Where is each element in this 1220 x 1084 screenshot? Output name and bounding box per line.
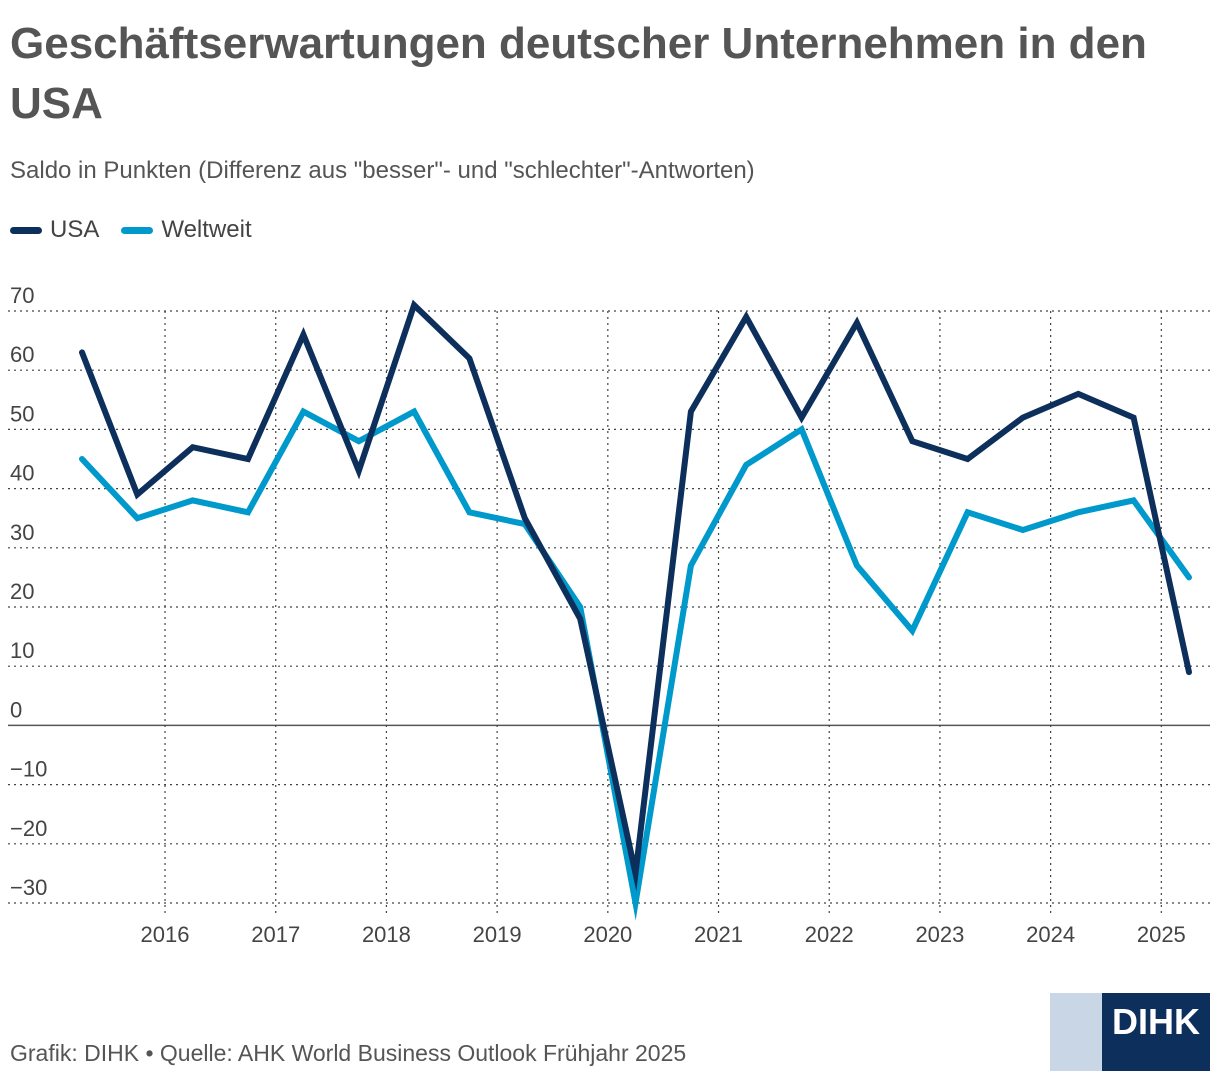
dihk-logo: DIHK (1050, 993, 1210, 1071)
y-tick-label: 10 (10, 638, 34, 663)
x-tick-label: 2022 (805, 922, 854, 947)
y-tick-label: −10 (10, 757, 47, 782)
y-tick-label: 40 (10, 461, 34, 486)
series (79, 299, 1192, 921)
legend-label-weltweit: Weltweit (161, 216, 252, 243)
logo-background-dark (1102, 993, 1210, 1071)
legend-item-usa: USA (10, 216, 99, 244)
x-tick-label: 2016 (141, 922, 190, 947)
y-tick-label: −20 (10, 816, 47, 841)
legend: USA Weltweit (10, 216, 252, 244)
x-tick-label: 2020 (583, 922, 632, 947)
chart-subtitle: Saldo in Punkten (Differenz aus "besser"… (10, 157, 755, 184)
y-tick-label: 20 (10, 579, 34, 604)
y-tick-label: 60 (10, 342, 34, 367)
y-tick-label: 70 (10, 283, 34, 308)
grid (8, 310, 1210, 913)
legend-item-weltweit: Weltweit (121, 216, 252, 244)
x-tick-label: 2018 (362, 922, 411, 947)
x-tick-label: 2024 (1026, 922, 1075, 947)
axes: 70 60 50 40 30 20 10 0 −10 −20 −30 2016 2017 2018 2019… (10, 283, 1186, 947)
x-tick-label: 2021 (694, 922, 743, 947)
y-tick-label: 50 (10, 401, 34, 426)
legend-swatch-usa (10, 226, 42, 234)
series-line-usa (79, 299, 1192, 892)
y-tick-label: −30 (10, 875, 47, 900)
chart-title: Geschäftserwartungen deutscher Unternehm… (10, 19, 1147, 128)
y-tick-label: 0 (10, 697, 22, 722)
x-tick-label: 2023 (915, 922, 964, 947)
logo-text: DIHK (1112, 1001, 1200, 1042)
legend-label-usa: USA (50, 216, 100, 243)
legend-swatch-weltweit (121, 226, 154, 234)
source-note: Grafik: DIHK • Quelle: AHK World Busines… (10, 1040, 687, 1066)
x-tick-label: 2017 (251, 922, 300, 947)
series-line-weltweit (79, 407, 1192, 921)
y-tick-label: 30 (10, 520, 34, 545)
x-tick-label: 2025 (1137, 922, 1186, 947)
line-chart: 70 60 50 40 30 20 10 0 −10 −20 −30 2016 2017 2018 2019… (8, 283, 1210, 947)
x-tick-label: 2019 (473, 922, 522, 947)
